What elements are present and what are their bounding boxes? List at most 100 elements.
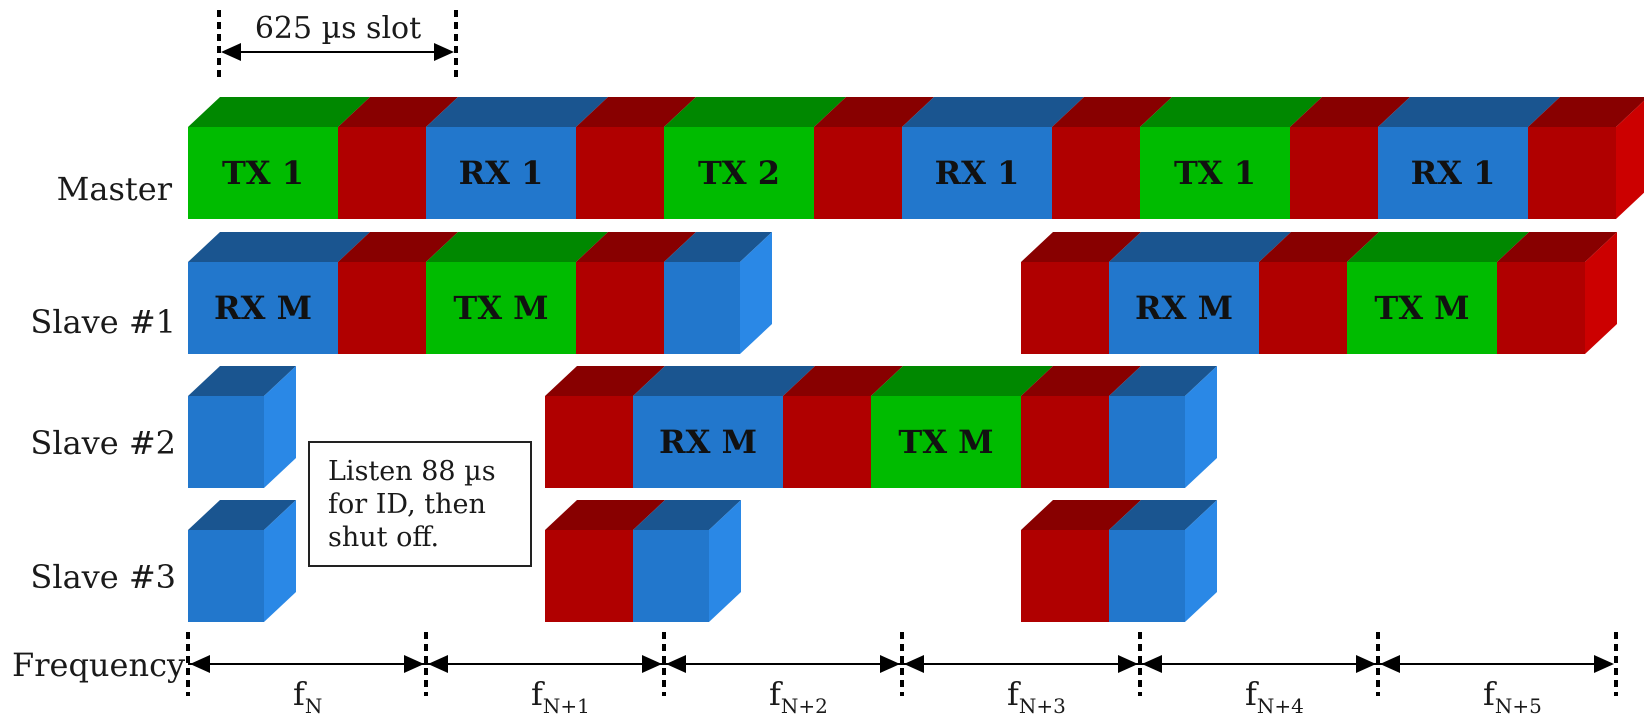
frequency-arrow-right	[428, 655, 448, 673]
block-side-face	[1185, 500, 1217, 622]
block-front-face	[664, 127, 814, 219]
slave-1-group-0: RX M TX M	[188, 232, 772, 354]
row-label-master: Master	[57, 170, 173, 208]
block-front-face	[1109, 396, 1185, 488]
frequency-hop-label: fN+4	[1245, 675, 1304, 718]
frequency-arrow-left	[404, 655, 424, 673]
frequency-tick	[1356, 632, 1400, 696]
block-top-face	[814, 97, 934, 127]
block-top-face	[1021, 232, 1141, 262]
block-top-face	[576, 232, 696, 262]
note-line-2: for ID, then	[328, 489, 486, 520]
slave-2-block-blue	[188, 366, 296, 488]
slave-1-block-red	[1021, 232, 1141, 354]
block-top-face	[1259, 232, 1379, 262]
slave-1-block-green-tx-m: TX M	[1347, 232, 1529, 354]
master-block-blue-rx-1: RX 1	[426, 97, 608, 219]
block-top-face	[338, 97, 458, 127]
block-front-face	[1052, 127, 1140, 219]
slave-2-block-green-tx-m: TX M	[871, 366, 1053, 488]
block-top-face	[1021, 366, 1141, 396]
block-front-face	[783, 396, 871, 488]
block-label: TX M	[453, 289, 548, 327]
block-front-face	[1109, 262, 1259, 354]
note-line-3: shut off.	[328, 522, 440, 553]
slave-2-block-blue	[1109, 366, 1217, 488]
block-top-face	[426, 232, 608, 262]
master-block-blue-rx-1: RX 1	[1378, 97, 1560, 219]
block-front-face	[871, 396, 1021, 488]
master-block-green-tx-1: TX 1	[188, 97, 370, 219]
slave-2-block-red	[1021, 366, 1141, 488]
block-label: RX M	[659, 423, 757, 461]
block-top-face	[633, 500, 741, 530]
slave-1-block-green-tx-m: TX M	[426, 232, 608, 354]
block-front-face	[1259, 262, 1347, 354]
slot-dimension: 625 µs slot	[217, 10, 458, 82]
block-front-face	[576, 127, 664, 219]
frequency-arrow-left	[1356, 655, 1376, 673]
master-block-red	[338, 97, 458, 219]
frequency-arrow-left	[1594, 655, 1614, 673]
frequency-hop-label: fN+2	[769, 675, 828, 718]
block-front-face	[664, 262, 740, 354]
block-front-face	[545, 396, 633, 488]
block-front-face	[1347, 262, 1497, 354]
block-front-face	[1021, 262, 1109, 354]
block-side-face	[264, 500, 296, 622]
block-top-face	[633, 366, 815, 396]
slave-2-block-red	[783, 366, 903, 488]
block-label: TX 2	[698, 154, 780, 192]
block-top-face	[1290, 97, 1410, 127]
slave-1-block-red	[338, 232, 458, 354]
packet-blocks: TX 1 RX 1 TX 2 RX 1 TX 1 RX 1 RX M TX M RX M TX M…	[188, 97, 1644, 622]
block-label: RX M	[214, 289, 312, 327]
block-top-face	[783, 366, 903, 396]
slave-1-group-1: RX M TX M	[1021, 232, 1617, 354]
block-label: TX 1	[222, 154, 304, 192]
block-top-face	[1021, 500, 1141, 530]
block-top-face	[871, 366, 1053, 396]
block-front-face	[188, 127, 338, 219]
block-top-face	[1528, 97, 1644, 127]
block-front-face	[633, 530, 709, 622]
slave-1-block-blue-rx-m: RX M	[188, 232, 370, 354]
row-label-slave-3: Slave #3	[30, 558, 176, 596]
block-label: RX 1	[1411, 154, 1496, 192]
block-front-face	[188, 396, 264, 488]
block-side-face	[1616, 100, 1644, 219]
block-front-face	[188, 530, 264, 622]
note-line-1: Listen 88 µs	[328, 456, 496, 487]
master-block-green-tx-2: TX 2	[664, 97, 846, 219]
frequency-label: Frequency	[12, 646, 185, 684]
master-group-0: TX 1 RX 1 TX 2 RX 1 TX 1 RX 1	[188, 97, 1644, 219]
block-front-face	[902, 127, 1052, 219]
slave-1-block-red	[576, 232, 696, 354]
slave-3-block-red	[545, 500, 665, 622]
master-block-red	[1290, 97, 1410, 219]
slave-3-block-red	[1021, 500, 1141, 622]
block-front-face	[814, 127, 902, 219]
block-side-face	[264, 366, 296, 488]
block-front-face	[338, 127, 426, 219]
master-block-green-tx-1: TX 1	[1140, 97, 1322, 219]
block-label: TX M	[898, 423, 993, 461]
slave-3-block-blue	[633, 500, 741, 622]
block-front-face	[426, 262, 576, 354]
frequency-arrow-right	[190, 655, 210, 673]
block-top-face	[1109, 232, 1291, 262]
frequency-tick	[186, 632, 210, 696]
block-front-face	[1497, 262, 1585, 354]
block-top-face	[902, 97, 1084, 127]
row-label-slave-2: Slave #2	[30, 424, 176, 462]
slot-label: 625 µs slot	[255, 11, 421, 46]
slave-3-group-2	[1021, 500, 1217, 622]
master-block-red	[1528, 97, 1644, 219]
master-block-red	[576, 97, 696, 219]
frequency-arrow-right	[666, 655, 686, 673]
frequency-tick	[880, 632, 924, 696]
frequency-hops: fN fN+1 fN+2 fN+3 fN+4 fN+5	[186, 632, 1618, 718]
block-front-face	[633, 396, 783, 488]
frequency-hop-label: fN	[293, 675, 322, 718]
